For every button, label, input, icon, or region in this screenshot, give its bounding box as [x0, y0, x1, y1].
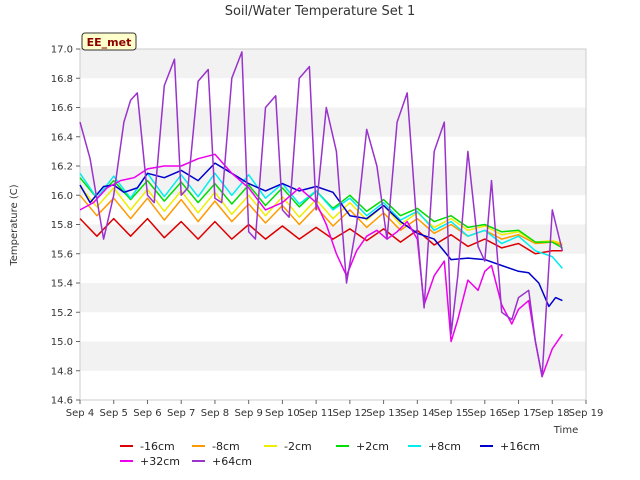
grid-band [80, 107, 586, 137]
legend: -16cm -8cm -2cm +2cm +8cm +16cm +32cm +64cm [120, 440, 540, 468]
x-tick-label: Sep 9 [234, 408, 262, 419]
y-tick-label: 16.0 [51, 191, 73, 202]
x-axis-ticks: Sep 4 Sep 5 Sep 6 Sep 7 Sep 8 Sep 9 Sep 10Sep … [66, 400, 604, 419]
grid-band [80, 312, 586, 342]
grid-band [80, 283, 586, 313]
legend-label: -8cm [212, 440, 240, 453]
y-tick-label: 17.0 [51, 45, 73, 56]
grid-band [80, 370, 586, 400]
x-tick-label: Sep 8 [201, 408, 229, 419]
grid-band [80, 78, 586, 108]
y-tick-label: 16.2 [51, 162, 73, 173]
y-tick-label: 14.8 [51, 366, 73, 377]
legend-label: +32cm [140, 455, 180, 468]
station-badge-label: EE_met [87, 36, 132, 49]
x-tick-label: Sep 7 [167, 408, 195, 419]
grid-band [80, 253, 586, 283]
y-tick-label: 15.8 [51, 220, 73, 231]
y-tick-label: 16.6 [51, 103, 73, 114]
grid-band [80, 49, 586, 79]
legend-label: +2cm [356, 440, 389, 453]
x-tick-label: Sep 14 [400, 408, 435, 419]
x-tick-label: Sep 16 [467, 408, 502, 419]
x-tick-label: Sep 6 [133, 408, 161, 419]
x-tick-label: Sep 5 [100, 408, 128, 419]
y-tick-label: 15.4 [51, 279, 73, 290]
y-tick-label: 16.8 [51, 74, 73, 85]
x-tick-label: Sep 19 [569, 408, 604, 419]
x-tick-label: Sep 18 [535, 408, 570, 419]
legend-label: -2cm [284, 440, 312, 453]
grid-band [80, 341, 586, 371]
y-tick-label: 14.6 [51, 396, 73, 407]
series-line-+16cm [79, 162, 563, 308]
legend-label: +8cm [428, 440, 461, 453]
grid-band [80, 166, 586, 196]
x-tick-label: Sep 15 [434, 408, 469, 419]
legend-label: +16cm [500, 440, 540, 453]
x-tick-label: Sep 12 [332, 408, 367, 419]
station-badge: EE_met [81, 32, 137, 51]
x-tick-label: Sep 4 [66, 408, 94, 419]
x-tick-label: Sep 17 [501, 408, 536, 419]
legend-label: +64cm [212, 455, 252, 468]
y-tick-label: 15.2 [51, 308, 73, 319]
x-axis-title: Time [553, 425, 578, 436]
grid-band [80, 136, 586, 166]
series-line-+64cm [79, 51, 564, 378]
y-tick-label: 15.6 [51, 249, 73, 260]
y-axis-ticks: 14.6 14.8 15.0 15.2 15.4 15.6 15.8 16.0 16.2 16.4… [51, 45, 80, 407]
plot-background-bands [80, 49, 586, 400]
y-axis-title: Temperature (C) [9, 184, 20, 266]
series-lines [79, 51, 564, 378]
x-tick-label: Sep 10 [265, 408, 300, 419]
legend-label: -16cm [140, 440, 175, 453]
y-tick-label: 16.4 [51, 132, 73, 143]
series-line--16cm [79, 217, 563, 255]
y-tick-label: 15.0 [51, 337, 73, 348]
station-badge-box [81, 32, 137, 51]
x-tick-label: Sep 13 [366, 408, 401, 419]
x-tick-label: Sep 11 [299, 408, 334, 419]
chart-title: Soil/Water Temperature Set 1 [225, 4, 416, 19]
